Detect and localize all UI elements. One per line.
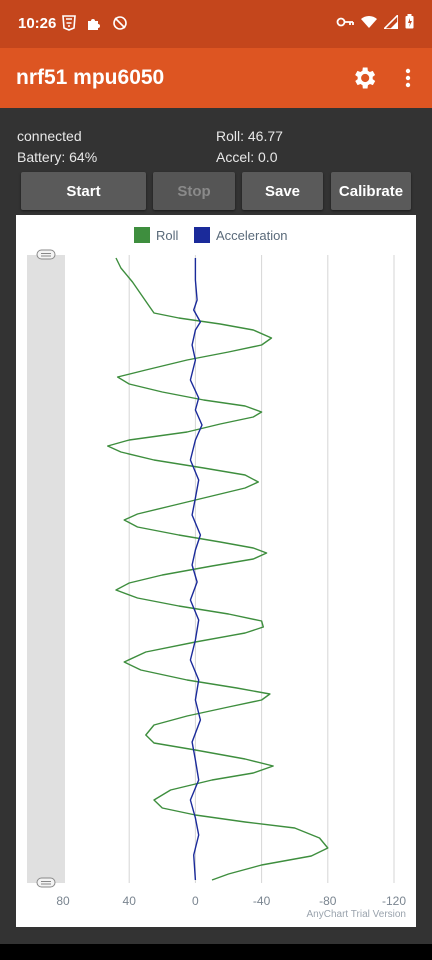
accel-value: Accel: 0.0 [216, 149, 278, 165]
legend-item-acceleration[interactable]: Acceleration [194, 227, 288, 243]
app-title: nrf51 mpu6050 [16, 66, 165, 89]
acceleration-swatch [194, 227, 210, 243]
app-bar: nrf51 mpu6050 [0, 48, 432, 108]
scroller-track[interactable] [27, 255, 65, 883]
legend-roll-label: Roll [156, 227, 179, 243]
notification-icons [62, 15, 128, 31]
status-time: 10:26 [18, 15, 57, 32]
overflow-menu-icon[interactable] [398, 66, 418, 90]
x-tick-label: -80 [319, 894, 337, 908]
roll-swatch [134, 227, 150, 243]
x-tick-label: 40 [123, 894, 137, 908]
line-chart: 80 40 0 -40 -80 -120 AnyChart Trial Version [27, 249, 407, 920]
legend-acceleration-label: Acceleration [216, 227, 288, 243]
x-tick-label: 80 [56, 894, 70, 908]
system-icons [336, 14, 414, 29]
stop-button[interactable]: Stop [153, 172, 235, 210]
scroller-handle-bottom[interactable] [36, 877, 56, 888]
x-tick-label: -40 [253, 894, 271, 908]
status-bar: 10:26 [0, 0, 432, 48]
scroller-handle-top[interactable] [36, 249, 56, 260]
html5-icon [62, 15, 76, 31]
do-not-disturb-icon [113, 16, 127, 30]
start-button[interactable]: Start [21, 172, 146, 210]
vpn-key-icon [336, 17, 354, 26]
wifi-icon [361, 15, 377, 28]
series-line-roll [107, 257, 329, 881]
series-line-acceleration [189, 258, 203, 881]
legend-item-roll[interactable]: Roll [134, 227, 178, 243]
puzzle-icon [88, 19, 100, 30]
battery-level: Battery: 64% [17, 149, 98, 165]
settings-gear-icon[interactable] [350, 64, 378, 92]
x-tick-label: 0 [192, 894, 199, 908]
battery-icon [405, 14, 414, 29]
calibrate-button[interactable]: Calibrate [331, 172, 411, 210]
connection-status: connected [17, 128, 82, 144]
roll-value: Roll: 46.77 [216, 128, 283, 144]
chart-watermark: AnyChart Trial Version [307, 909, 407, 920]
navigation-bar [0, 944, 432, 960]
save-button[interactable]: Save [242, 172, 323, 210]
x-tick-label: -120 [382, 894, 406, 908]
chart-panel: Roll Acceleration 80 40 0 -40 -80 -120 AnyCha… [16, 215, 416, 927]
signal-icon [384, 14, 398, 29]
